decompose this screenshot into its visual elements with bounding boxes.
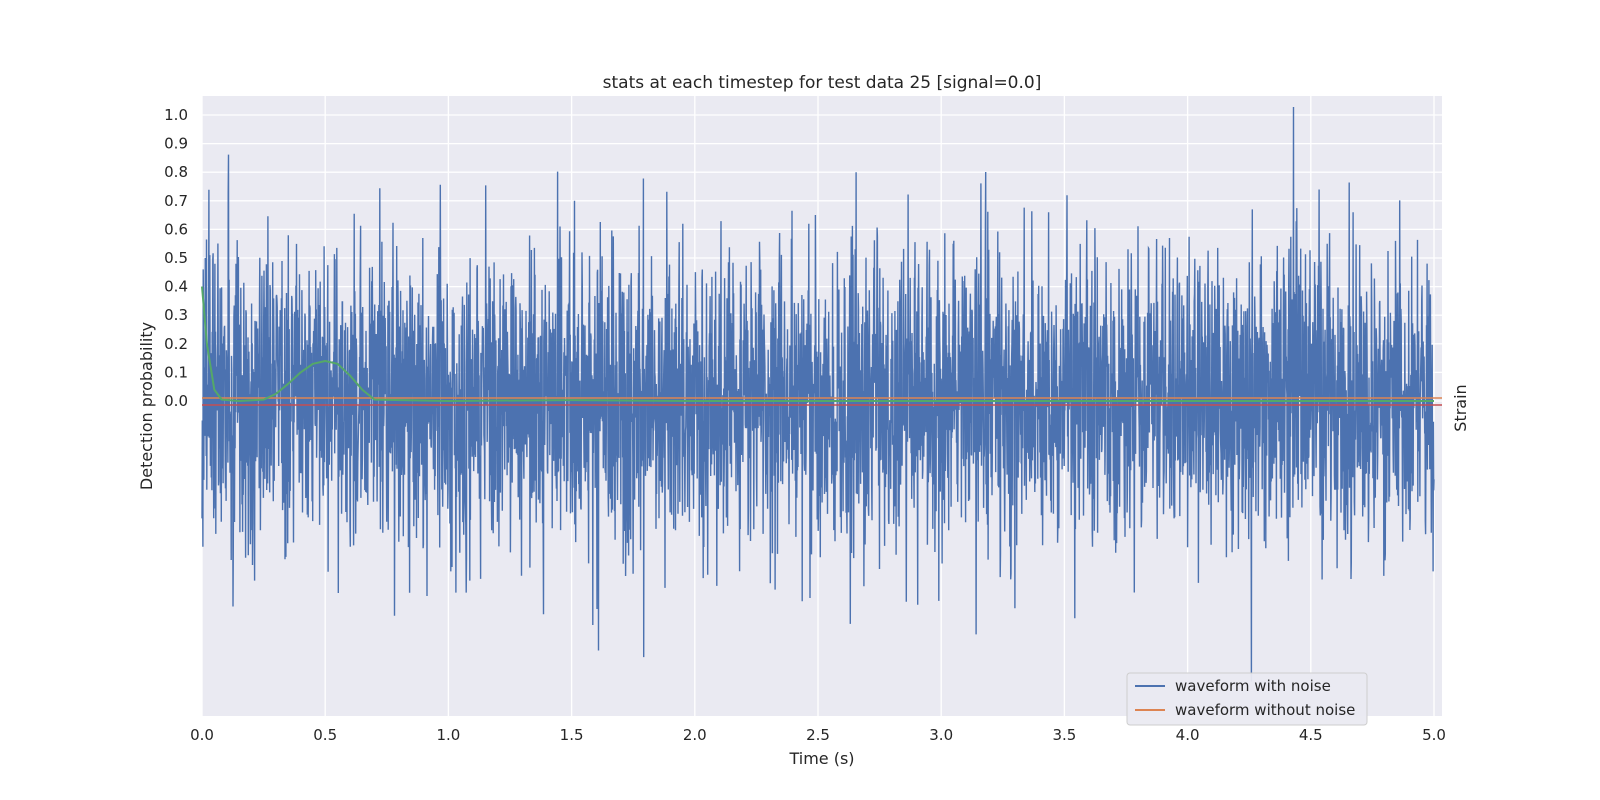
- y-tick-label: 0.6: [164, 220, 188, 238]
- y-tick-label: 0.7: [164, 192, 188, 210]
- legend-label-with-noise: waveform with noise: [1175, 677, 1331, 695]
- series-line-waveform-with-noise: [201, 106, 1435, 682]
- y-tick-label: 0.8: [164, 163, 188, 181]
- x-tick-label: 5.0: [1422, 726, 1446, 744]
- series-line-detection-probability: [201, 286, 1434, 402]
- x-tick-label: 4.5: [1299, 726, 1323, 744]
- legend-label-without-noise: waveform without noise: [1175, 701, 1355, 719]
- x-tick-label: 0.0: [190, 726, 214, 744]
- y-tick-label: 0.0: [164, 392, 188, 410]
- x-tick-label: 3.5: [1052, 726, 1076, 744]
- y-axis-label: Detection probability: [137, 322, 156, 490]
- y-tick-label: 1.0: [164, 106, 188, 124]
- y-tick-label: 0.2: [164, 335, 188, 353]
- legend-box: [1126, 672, 1368, 726]
- x-axis-label: Time (s): [788, 749, 854, 768]
- x-tick-label: 2.5: [806, 726, 830, 744]
- y-tick-label: 0.3: [164, 306, 188, 324]
- series-layer: [201, 106, 1442, 682]
- legend: waveform with noise waveform without noi…: [1126, 672, 1368, 726]
- x-tick-label: 2.0: [683, 726, 707, 744]
- x-tick-label: 0.5: [313, 726, 337, 744]
- x-tick-label: 3.0: [929, 726, 953, 744]
- y-tick-label: 0.4: [164, 278, 188, 296]
- y-axis-ticks: 0.0 0.1 0.2 0.3 0.4 0.5 0.6 0.7 0.8 0.9 1.0: [164, 106, 188, 410]
- y-tick-label: 0.5: [164, 249, 188, 267]
- y-tick-label: 0.9: [164, 135, 188, 153]
- x-tick-label: 1.5: [560, 726, 584, 744]
- y-tick-label: 0.1: [164, 363, 188, 381]
- x-tick-label: 1.0: [436, 726, 460, 744]
- x-tick-label: 4.0: [1176, 726, 1200, 744]
- chart-title: stats at each timestep for test data 25 …: [603, 73, 1042, 93]
- x-axis-ticks: 0.0 0.5 1.0 1.5 2.0 2.5 3.0 3.5 4.0 4.5 5.0: [190, 726, 1446, 744]
- y-axis-right-label: Strain: [1451, 384, 1470, 431]
